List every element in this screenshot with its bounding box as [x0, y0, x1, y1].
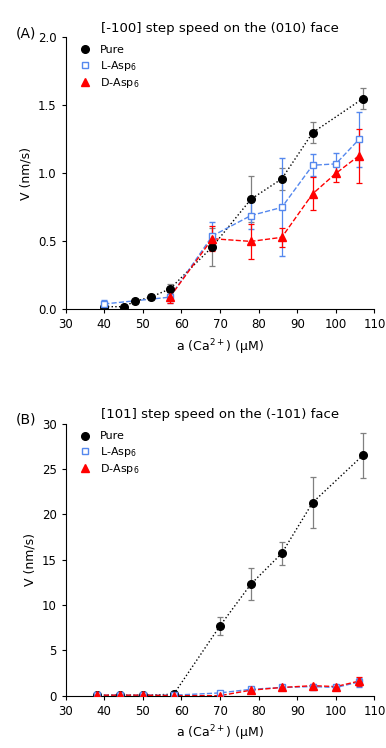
Y-axis label: V (nm/s): V (nm/s)	[23, 533, 36, 586]
X-axis label: a (Ca$^{2+}$) (μM): a (Ca$^{2+}$) (μM)	[176, 723, 264, 743]
Y-axis label: V (nm/s): V (nm/s)	[19, 147, 32, 200]
X-axis label: a (Ca$^{2+}$) (μM): a (Ca$^{2+}$) (μM)	[176, 337, 264, 357]
Legend: Pure, L-Asp$_6$, D-Asp$_6$: Pure, L-Asp$_6$, D-Asp$_6$	[71, 429, 142, 478]
Legend: Pure, L-Asp$_6$, D-Asp$_6$: Pure, L-Asp$_6$, D-Asp$_6$	[71, 43, 142, 92]
Text: (A): (A)	[16, 26, 37, 40]
Title: [101] step speed on the (-101) face: [101] step speed on the (-101) face	[101, 408, 339, 421]
Text: (B): (B)	[16, 413, 37, 427]
Title: [-100] step speed on the (010) face: [-100] step speed on the (010) face	[101, 22, 339, 35]
